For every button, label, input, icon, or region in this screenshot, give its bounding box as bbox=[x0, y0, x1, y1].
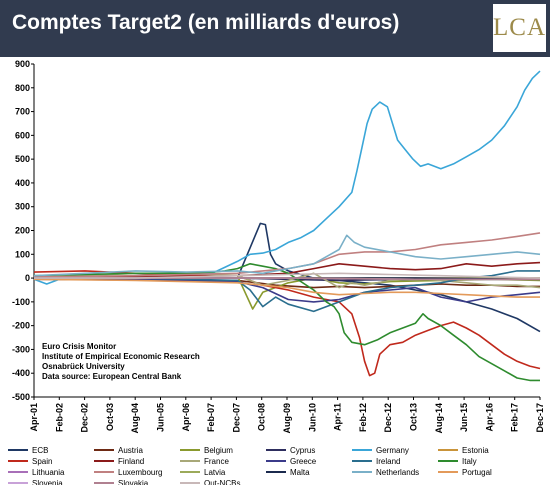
x-tick-label: Apr-16 bbox=[484, 403, 494, 432]
legend-label: Lithuania bbox=[32, 468, 65, 477]
series-line-out-ncbs bbox=[34, 272, 541, 279]
legend-label: Germany bbox=[376, 446, 409, 455]
lca-logo: LCA bbox=[493, 4, 546, 52]
y-tick-label: 800 bbox=[15, 83, 30, 93]
x-tick-label: Oct-08 bbox=[257, 403, 267, 431]
legend-label: Slovakia bbox=[118, 479, 149, 485]
x-tick-label: Apr-06 bbox=[181, 403, 191, 432]
legend-label: Belgium bbox=[204, 446, 233, 455]
x-tick-label: Aug-09 bbox=[282, 403, 292, 434]
y-tick-label: 700 bbox=[15, 107, 30, 117]
legend-label: Latvia bbox=[204, 468, 226, 477]
x-tick-label: Dec-07 bbox=[231, 403, 241, 433]
x-tick-label: Oct-03 bbox=[105, 403, 115, 431]
legend-label: Luxembourg bbox=[118, 468, 162, 477]
header-bar: Comptes Target2 (en milliards d'euros) L… bbox=[0, 0, 550, 57]
x-tick-label: Feb-02 bbox=[54, 403, 64, 432]
x-tick-label: Feb-17 bbox=[510, 403, 520, 432]
legend-label: Slovenia bbox=[32, 479, 63, 485]
y-tick-label: 200 bbox=[15, 226, 30, 236]
legend-label: ECB bbox=[32, 446, 48, 455]
x-tick-label: Jun-15 bbox=[459, 403, 469, 432]
y-tick-label: -200 bbox=[12, 321, 30, 331]
source-annotation-line: Data source: European Central Bank bbox=[42, 372, 182, 381]
x-tick-label: Jun-05 bbox=[156, 403, 166, 432]
y-tick-label: 100 bbox=[15, 249, 30, 259]
y-tick-label: -100 bbox=[12, 297, 30, 307]
x-tick-label: Oct-13 bbox=[409, 403, 419, 431]
legend-label: Austria bbox=[118, 446, 143, 455]
x-tick-label: Apr-01 bbox=[29, 403, 39, 432]
source-annotation-line: Euro Crisis Monitor bbox=[42, 342, 116, 351]
y-tick-label: -400 bbox=[12, 368, 30, 378]
y-tick-label: 0 bbox=[25, 273, 30, 283]
line-chart: -500 -400 -300 -200 -100 0 100 200 300 400 500 600 7… bbox=[8, 59, 545, 485]
legend-label: Cyprus bbox=[290, 446, 315, 455]
logo-text: LCA bbox=[493, 14, 546, 41]
series-line-netherlands bbox=[33, 234, 541, 277]
series-line-germany bbox=[33, 70, 541, 285]
legend-label: Spain bbox=[32, 457, 52, 466]
legend-label: France bbox=[204, 457, 229, 466]
x-tick-label: Dec-02 bbox=[80, 403, 90, 433]
legend-label: Malta bbox=[290, 468, 310, 477]
x-tick-label: Aug-04 bbox=[130, 403, 140, 434]
chart-area: -500 -400 -300 -200 -100 0 100 200 300 400 500 600 7… bbox=[2, 58, 548, 485]
source-annotation-line: Institute of Empirical Economic Research bbox=[42, 352, 200, 361]
source-annotation-line: Osnabrück University bbox=[42, 362, 125, 371]
legend-label: Estonia bbox=[462, 446, 489, 455]
x-tick-label: Dec-17 bbox=[535, 403, 545, 433]
legend-label: Italy bbox=[462, 457, 477, 466]
y-tick-label: 300 bbox=[15, 202, 30, 212]
legend-label: Greece bbox=[290, 457, 317, 466]
x-tick-label: Feb-07 bbox=[206, 403, 216, 432]
series-line-portugal bbox=[33, 278, 540, 298]
x-tick-label: Aug-14 bbox=[434, 403, 444, 434]
y-tick-label: -500 bbox=[12, 392, 30, 402]
y-tick-label: -300 bbox=[12, 344, 30, 354]
x-tick-label: Dec-12 bbox=[383, 403, 393, 433]
y-tick-label: 400 bbox=[15, 178, 30, 188]
x-tick-label: Apr-11 bbox=[333, 403, 343, 431]
y-tick-label: 500 bbox=[15, 154, 30, 164]
legend-label: Netherlands bbox=[376, 468, 419, 477]
x-tick-label: Feb-12 bbox=[358, 403, 368, 432]
y-tick-label: 600 bbox=[15, 130, 30, 140]
x-tick-label: Jun-10 bbox=[307, 403, 317, 432]
legend-label: Portugal bbox=[462, 468, 492, 477]
y-tick-label: 900 bbox=[15, 59, 30, 69]
series-line-italy bbox=[33, 263, 540, 382]
legend-label: Finland bbox=[118, 457, 144, 466]
legend-label: Out-NCBs bbox=[204, 479, 240, 485]
chart-title: Comptes Target2 (en milliards d'euros) bbox=[12, 11, 400, 34]
legend-label: Ireland bbox=[376, 457, 400, 466]
